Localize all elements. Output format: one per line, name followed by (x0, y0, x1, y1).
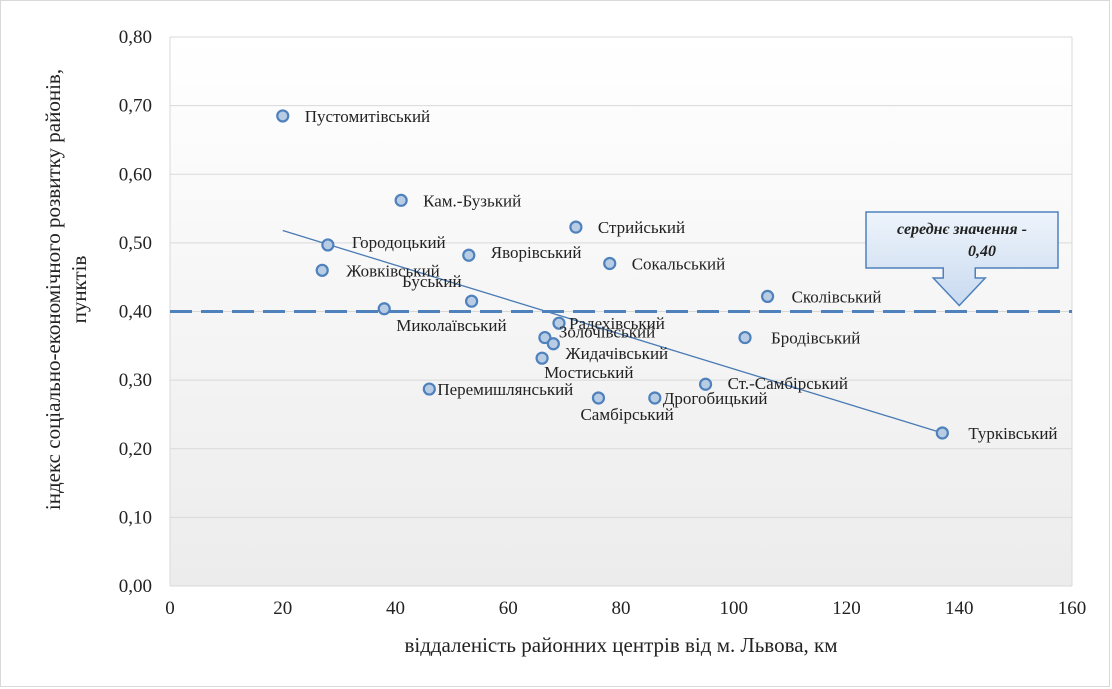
x-tick-label: 100 (720, 598, 749, 619)
y-tick-label: 0,10 (119, 507, 152, 528)
point-label: Стрийський (598, 218, 685, 237)
y-tick-label: 0,70 (119, 96, 152, 117)
point-label: Пустомитівський (305, 107, 430, 126)
mean-value: 0,40 (968, 243, 996, 260)
x-tick-label: 80 (612, 598, 631, 619)
point-label: Перемишлянський (437, 380, 573, 399)
data-point (462, 248, 476, 262)
data-point (465, 294, 479, 308)
x-tick-label: 120 (832, 598, 861, 619)
data-point (377, 302, 391, 316)
point-label: Городоцький (352, 233, 446, 252)
point-label: Яворівський (491, 243, 582, 262)
data-point (321, 238, 335, 252)
x-axis-title: віддаленість районних центрів від м. Льв… (404, 633, 837, 657)
data-point (394, 193, 408, 207)
y-tick-label: 0,80 (119, 27, 152, 48)
y-tick-label: 0,30 (119, 370, 152, 391)
y-tick-label: 0,20 (119, 439, 152, 460)
data-point (276, 109, 290, 123)
data-point (591, 391, 606, 405)
data-point (935, 426, 949, 440)
y-axis-ticks: 0,00 0,10 0,20 0,30 0,40 0,50 0,60 0,70 0,80 (119, 27, 152, 597)
x-tick-label: 140 (945, 598, 974, 619)
data-points: Пустомитівський Кам.-Бузький Стрийський Гор… (276, 107, 1058, 443)
y-tick-label: 0,00 (119, 576, 152, 597)
point-label: Ст.-Самбірський (728, 374, 848, 393)
data-point (552, 316, 566, 330)
point-label: Миколаївський (396, 316, 506, 335)
point-label: Турківський (968, 424, 1057, 443)
y-tick-label: 0,50 (119, 233, 152, 254)
point-label: Сокальський (632, 254, 726, 273)
x-tick-label: 20 (273, 598, 292, 619)
data-point (315, 263, 329, 277)
x-tick-label: 40 (386, 598, 405, 619)
point-label: Сколівський (792, 287, 882, 306)
data-point (648, 391, 662, 405)
y-tick-label: 0,60 (119, 164, 152, 185)
trend-line (282, 229, 943, 434)
x-tick-label: 60 (499, 598, 518, 619)
point-label: Золочівський (559, 323, 655, 342)
point-label: Дрогобицький (663, 389, 768, 408)
point-label: Жидачівський (565, 344, 668, 363)
y-axis-title-line1: індекс соціально-економічного розвитку р… (41, 69, 65, 510)
x-axis-ticks: 0 20 40 60 80 100 120 140 160 (165, 598, 1086, 619)
point-label: Бродівський (771, 329, 860, 348)
mean-label: середнє значення - (897, 221, 1027, 238)
x-tick-label: 0 (165, 598, 175, 619)
data-point (538, 330, 552, 345)
y-axis-title-line2: пунктів (67, 256, 91, 324)
data-point (546, 337, 560, 351)
point-label: Мостиський (544, 363, 633, 382)
data-point (569, 220, 583, 234)
callout-box (865, 211, 1059, 307)
point-label: Кам.-Бузький (423, 191, 521, 210)
data-point (760, 289, 775, 304)
data-point (738, 330, 752, 345)
mean-callout: середнє значення - 0,40 (865, 211, 1059, 307)
point-label: Радехівський (569, 314, 665, 333)
point-label: Жовківський (346, 261, 440, 280)
x-tick-label: 160 (1058, 598, 1087, 619)
data-point (535, 351, 549, 365)
point-label: Самбірський (580, 405, 673, 424)
data-point (422, 382, 436, 396)
data-point (603, 256, 617, 271)
point-label: Буський (402, 272, 462, 291)
data-point (698, 377, 713, 391)
y-tick-label: 0,40 (119, 302, 152, 323)
